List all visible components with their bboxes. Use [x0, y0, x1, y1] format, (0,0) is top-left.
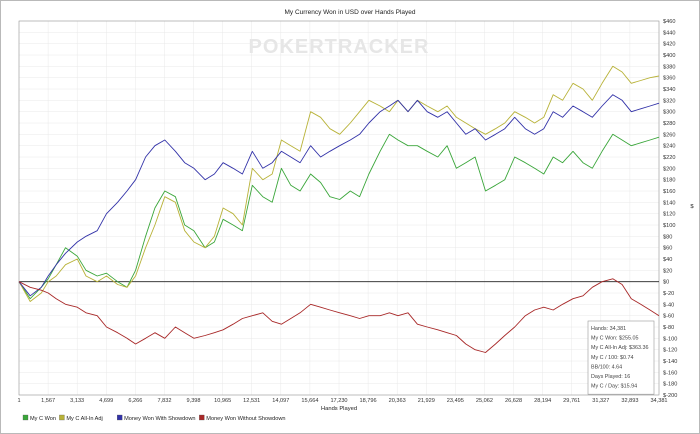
- y-tick-label: $-200: [663, 393, 677, 399]
- x-tick-label: 6,266: [128, 398, 142, 404]
- x-tick-label: 29,761: [563, 398, 580, 404]
- watermark-logo: POKERTRACKER: [249, 36, 430, 58]
- y-axis-ticks: $460 $440 $420 $400 $380 $360 $340 $320 $300 $280…: [663, 19, 677, 399]
- plot-area: [18, 20, 660, 396]
- y-tick-label: $-60: [663, 314, 674, 320]
- y-tick-label: $380: [663, 64, 675, 70]
- x-tick-label: 1,567: [41, 398, 55, 404]
- x-tick-label: 9,398: [187, 398, 201, 404]
- x-tick-label: 20,363: [389, 398, 406, 404]
- stats-line: My C Won: $255.05: [591, 336, 639, 342]
- legend-swatch: [199, 414, 205, 421]
- y-tick-label: $-140: [663, 359, 677, 365]
- series-line: [18, 278, 660, 353]
- y-tick-label: $100: [663, 223, 675, 229]
- y-tick-label: $-40: [663, 302, 674, 308]
- y-tick-label: $80: [663, 234, 672, 240]
- grid-lines: [18, 20, 660, 396]
- y-tick-label: $240: [663, 144, 675, 150]
- x-tick-label: 7,832: [157, 398, 171, 404]
- x-tick-label: 25,062: [476, 398, 493, 404]
- x-tick-label: 15,664: [301, 398, 318, 404]
- legend-label: My C All-In Adj: [66, 416, 102, 422]
- y-tick-label: $120: [663, 212, 675, 218]
- y-tick-label: $340: [663, 87, 675, 93]
- y-tick-label: $220: [663, 155, 675, 161]
- x-axis-ticks: 1 1,567 3,133 4,699 6,266 7,832 9,398 10,965 12,…: [17, 398, 667, 404]
- chart-title: My Currency Won in USD over Hands Played: [284, 9, 415, 16]
- y-tick-label: $160: [663, 189, 675, 195]
- x-tick-label: 18,796: [360, 398, 377, 404]
- x-tick-label: 10,965: [214, 398, 231, 404]
- stats-box-frame: [587, 320, 655, 395]
- stats-line: Hands: 34,381: [591, 326, 626, 332]
- series-lines: [18, 65, 660, 353]
- y-tick-label: $320: [663, 98, 675, 104]
- stats-line: My C / Day: $15.94: [591, 384, 637, 390]
- x-tick-label: 28,194: [534, 398, 551, 404]
- y-tick-label: $-20: [663, 291, 674, 297]
- y-tick-label: $180: [663, 178, 675, 184]
- x-tick-label: 1: [17, 398, 20, 404]
- stats-line: My C / 100: $0.74: [591, 355, 634, 361]
- x-tick-label: 12,531: [243, 398, 260, 404]
- stats-box: Hands: 34,381 My C Won: $255.05 My C All-I…: [587, 320, 655, 395]
- y-tick-label: $-100: [663, 336, 677, 342]
- x-tick-label: 32,893: [621, 398, 638, 404]
- stats-line: BB/100: 4.64: [591, 364, 622, 370]
- y-tick-label: $-80: [663, 325, 674, 331]
- y-axis-label: $: [690, 204, 694, 210]
- legend-swatch: [22, 414, 29, 421]
- x-tick-label: 26,628: [505, 398, 522, 404]
- legend-swatch: [117, 414, 123, 421]
- y-tick-label: $280: [663, 121, 675, 127]
- y-tick-label: $360: [663, 76, 675, 82]
- y-tick-label: $420: [663, 42, 675, 48]
- y-tick-label: $200: [663, 166, 675, 172]
- x-tick-label: 14,097: [272, 398, 289, 404]
- legend-label: My C Won: [30, 416, 56, 422]
- x-tick-label: 21,929: [418, 398, 435, 404]
- y-tick-label: $300: [663, 110, 675, 116]
- y-tick-label: $40: [663, 257, 672, 263]
- x-tick-label: 17,230: [330, 398, 347, 404]
- y-tick-label: $460: [663, 19, 675, 25]
- legend-label: Money Won Without Showdown: [206, 416, 285, 422]
- y-tick-label: $400: [663, 53, 675, 59]
- stats-line: Days Played: 16: [591, 374, 630, 380]
- y-tick-label: $20: [663, 268, 672, 274]
- y-tick-label: $-160: [663, 370, 677, 376]
- x-tick-label: 31,327: [592, 398, 609, 404]
- x-tick-label: 3,133: [70, 398, 84, 404]
- x-axis-label: Hands Played: [321, 406, 357, 412]
- x-tick-label: 4,699: [99, 398, 113, 404]
- y-tick-label: $260: [663, 132, 675, 138]
- y-tick-label: $60: [663, 246, 672, 252]
- y-tick-label: $-120: [663, 348, 677, 354]
- legend-label: Money Won With Showdown: [124, 416, 195, 422]
- y-tick-label: $140: [663, 200, 675, 206]
- x-tick-label: 34,381: [650, 398, 667, 404]
- legend-swatch: [59, 414, 65, 421]
- stats-line: My C All-In Adj: $363.36: [591, 345, 649, 351]
- series-line: [18, 65, 660, 302]
- y-tick-label: $440: [663, 30, 675, 36]
- legend: My C Won My C All-In Adj Money Won With Sh…: [22, 414, 285, 422]
- y-tick-label: $-180: [663, 382, 677, 388]
- x-tick-label: 23,495: [447, 398, 464, 404]
- series-line: [18, 94, 660, 297]
- y-tick-label: $0: [663, 280, 669, 286]
